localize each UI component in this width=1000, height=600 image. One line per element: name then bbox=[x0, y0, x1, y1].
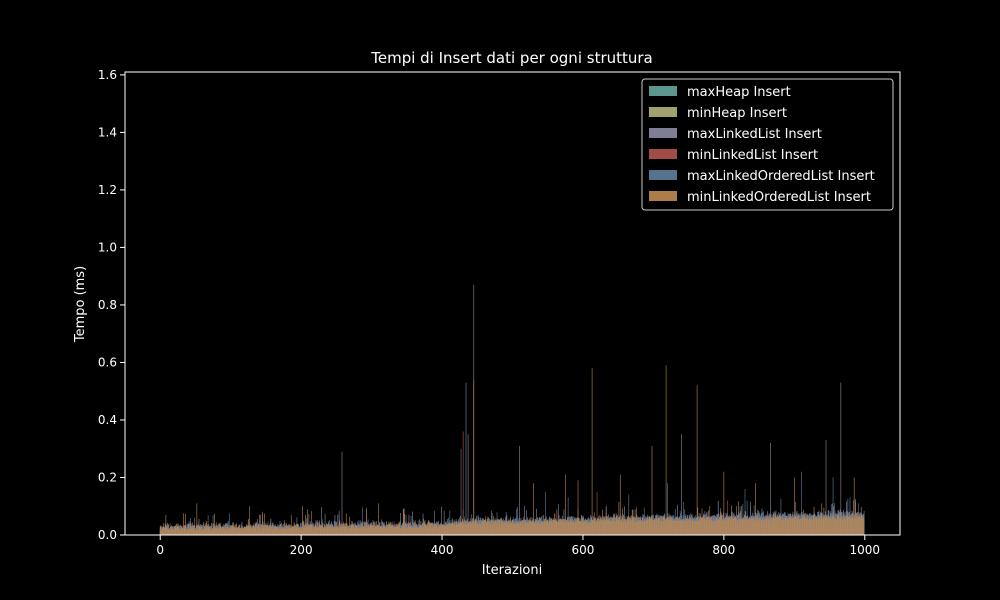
bar bbox=[272, 523, 274, 535]
bar bbox=[770, 442, 771, 535]
bar bbox=[362, 507, 363, 535]
bar bbox=[412, 519, 414, 535]
bar bbox=[279, 521, 281, 535]
bar bbox=[400, 520, 401, 535]
bar bbox=[338, 510, 340, 535]
bar bbox=[202, 522, 204, 535]
bar bbox=[545, 491, 546, 535]
bar bbox=[628, 494, 630, 535]
bar bbox=[744, 488, 746, 535]
bar bbox=[440, 506, 442, 535]
bar bbox=[186, 523, 188, 535]
bar bbox=[324, 513, 326, 535]
bar bbox=[462, 431, 464, 535]
bar bbox=[188, 521, 190, 535]
bar bbox=[256, 522, 258, 535]
bar bbox=[417, 520, 419, 535]
bar bbox=[557, 503, 559, 535]
bars-layer bbox=[159, 284, 865, 535]
bar bbox=[465, 382, 467, 535]
bar bbox=[404, 513, 406, 535]
bar bbox=[801, 471, 802, 535]
bar bbox=[460, 448, 462, 535]
chart-title: Tempi di Insert dati per ogni struttura bbox=[370, 49, 653, 67]
bar bbox=[517, 506, 518, 535]
bar bbox=[211, 523, 213, 535]
bar bbox=[300, 522, 302, 535]
bar bbox=[194, 517, 196, 535]
bar bbox=[422, 513, 424, 535]
bar bbox=[189, 523, 191, 535]
bar bbox=[683, 501, 685, 535]
bar bbox=[519, 445, 520, 535]
bar bbox=[667, 483, 668, 535]
bar bbox=[717, 500, 719, 535]
bar bbox=[337, 514, 339, 535]
bar bbox=[596, 491, 598, 535]
bar bbox=[849, 497, 851, 535]
bar bbox=[228, 520, 229, 535]
bar bbox=[341, 451, 343, 535]
bar bbox=[832, 477, 834, 535]
bar bbox=[825, 440, 827, 535]
bar bbox=[840, 382, 842, 535]
bar bbox=[516, 509, 518, 535]
bar bbox=[681, 434, 682, 535]
bar bbox=[228, 513, 230, 535]
bar bbox=[449, 510, 451, 535]
bar bbox=[207, 515, 209, 535]
bar bbox=[567, 497, 569, 535]
bar bbox=[321, 507, 322, 535]
bar bbox=[467, 434, 469, 535]
